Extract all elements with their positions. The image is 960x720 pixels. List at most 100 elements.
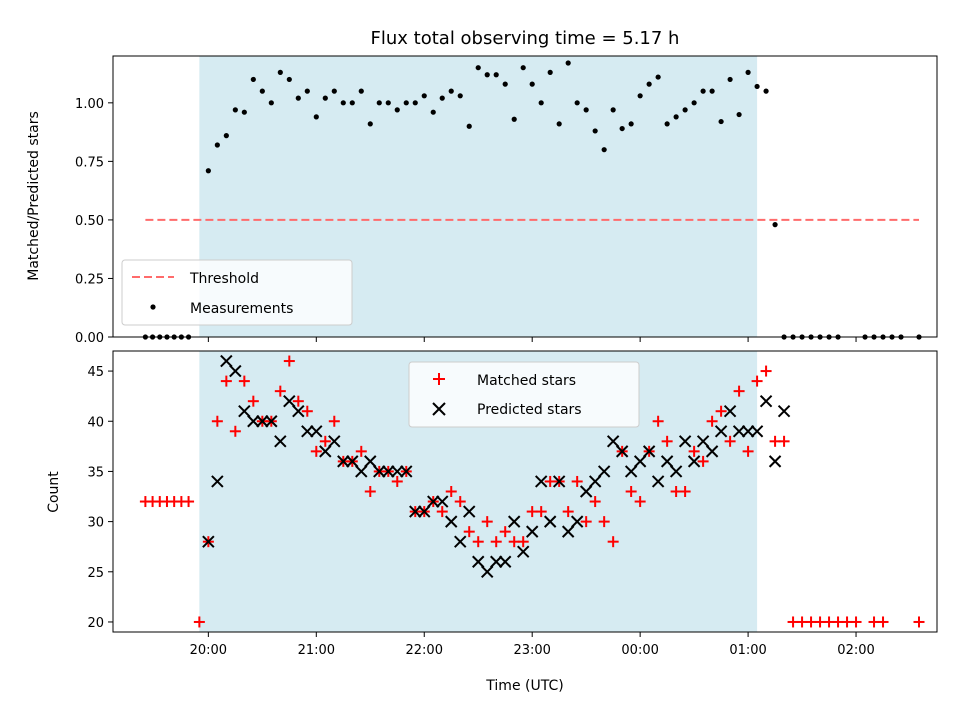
measurement-point (718, 118, 724, 125)
matched-star-marker (598, 516, 610, 528)
predicted-star-marker (669, 465, 683, 478)
measurement-point (556, 121, 562, 127)
matched-star-marker (472, 536, 484, 548)
measurement-point (403, 100, 409, 106)
measurement-point (385, 100, 391, 106)
predicted-star-marker (409, 505, 422, 518)
predicted-star-marker (687, 455, 701, 468)
measurement-point (754, 83, 760, 90)
measurement-point (610, 107, 616, 113)
measurement-point (583, 107, 589, 113)
bottom-panel: 20 25 30 35 40 45 20:00 21:00 22:00 23:00 00:00 01… (46, 350, 938, 694)
bottom-y-tick-label: 40 (87, 415, 104, 430)
predicted-star-marker (651, 475, 665, 488)
measurement-point (349, 100, 355, 106)
predicted-star-marker (238, 405, 251, 418)
matched-star-marker (183, 496, 195, 508)
predicted-star-marker (391, 465, 404, 478)
predicted-stars-series (202, 354, 791, 578)
top-legend: Threshold Measurements (121, 259, 353, 326)
matched-star-marker (310, 445, 322, 457)
predicted-star-marker (328, 435, 341, 448)
measurements-series (142, 60, 922, 340)
measurement-point (700, 88, 706, 94)
x-tick-label: 22:00 (406, 643, 443, 658)
measurement-point (358, 88, 364, 94)
measurement-point (637, 93, 643, 99)
measurement-point (457, 93, 463, 99)
measurement-point (682, 107, 688, 113)
measurement-point (448, 88, 454, 94)
measurement-point (322, 95, 328, 101)
matched-star-marker (535, 506, 547, 518)
measurement-point (241, 109, 247, 115)
x-tick-label: 00:00 (621, 643, 658, 658)
matched-star-marker (733, 385, 745, 397)
measurement-point (304, 88, 310, 94)
predicted-star-marker (678, 435, 692, 448)
measurement-point (646, 81, 652, 87)
legend-predicted-label: Predicted stars (477, 402, 582, 418)
predicted-star-marker (624, 465, 638, 478)
predicted-star-marker (256, 415, 269, 428)
bottom-y-tick-label: 20 (87, 616, 104, 631)
matched-star-marker (328, 415, 340, 427)
predicted-star-marker (355, 465, 368, 478)
predicted-star-marker (561, 525, 575, 538)
matched-star-marker (661, 435, 673, 447)
measurement-point (484, 72, 490, 78)
legend-matched-label: Matched stars (477, 373, 576, 389)
measurement-point (394, 107, 400, 113)
matched-star-marker (355, 445, 367, 457)
matched-star-marker (481, 516, 493, 528)
predicted-star-marker (705, 445, 719, 458)
measurement-point (529, 81, 535, 87)
predicted-star-marker (427, 495, 440, 508)
legend-matched-swatch (433, 373, 445, 385)
x-tick-label: 02:00 (837, 643, 874, 658)
top-y-tick-label: 0.50 (75, 214, 104, 229)
top-y-tick-label: 0.75 (75, 155, 104, 170)
top-legend-box (121, 259, 353, 326)
measurement-point (259, 88, 265, 94)
matched-star-marker (517, 536, 529, 548)
measurement-point (430, 109, 436, 115)
x-tick-label: 23:00 (513, 643, 550, 658)
predicted-star-marker (436, 495, 449, 508)
matched-star-marker (751, 375, 763, 387)
measurement-point (601, 147, 607, 153)
measurement-point (277, 69, 283, 75)
measurement-point (466, 123, 472, 129)
measurement-point (664, 121, 670, 127)
matched-star-marker (490, 536, 502, 548)
bottom-x-ticks: 20:00 21:00 22:00 23:00 00:00 01:00 02:00 (190, 632, 875, 658)
top-y-tick-label: 0.00 (75, 331, 104, 346)
measurement-point (331, 88, 337, 94)
x-tick-label: 20:00 (190, 643, 227, 658)
predicted-star-marker (490, 555, 503, 568)
measurement-point (421, 93, 427, 99)
top-y-axis-label: Matched/Predicted stars (26, 111, 42, 281)
matched-star-marker (589, 496, 601, 508)
predicted-star-marker (202, 535, 215, 548)
bottom-y-axis-label: Count (46, 471, 62, 513)
predicted-star-marker (274, 435, 287, 448)
measurement-point (214, 142, 220, 148)
matched-star-marker (580, 516, 592, 528)
predicted-star-marker (445, 515, 458, 528)
measurement-point (376, 100, 382, 106)
predicted-star-marker (265, 415, 278, 428)
top-y-ticks: 0.00 0.25 0.50 0.75 1.00 (75, 97, 113, 346)
predicted-star-marker (732, 425, 746, 438)
bottom-axes-frame (112, 350, 938, 633)
matched-star-marker (724, 435, 736, 447)
matched-star-marker (454, 496, 466, 508)
predicted-star-marker (768, 455, 782, 468)
matched-star-marker (247, 395, 259, 407)
predicted-star-marker (229, 364, 242, 378)
measurement-point (340, 100, 346, 106)
measurement-point (772, 222, 778, 228)
matched-star-marker (877, 616, 889, 628)
bottom-y-tick-label: 30 (87, 516, 104, 531)
